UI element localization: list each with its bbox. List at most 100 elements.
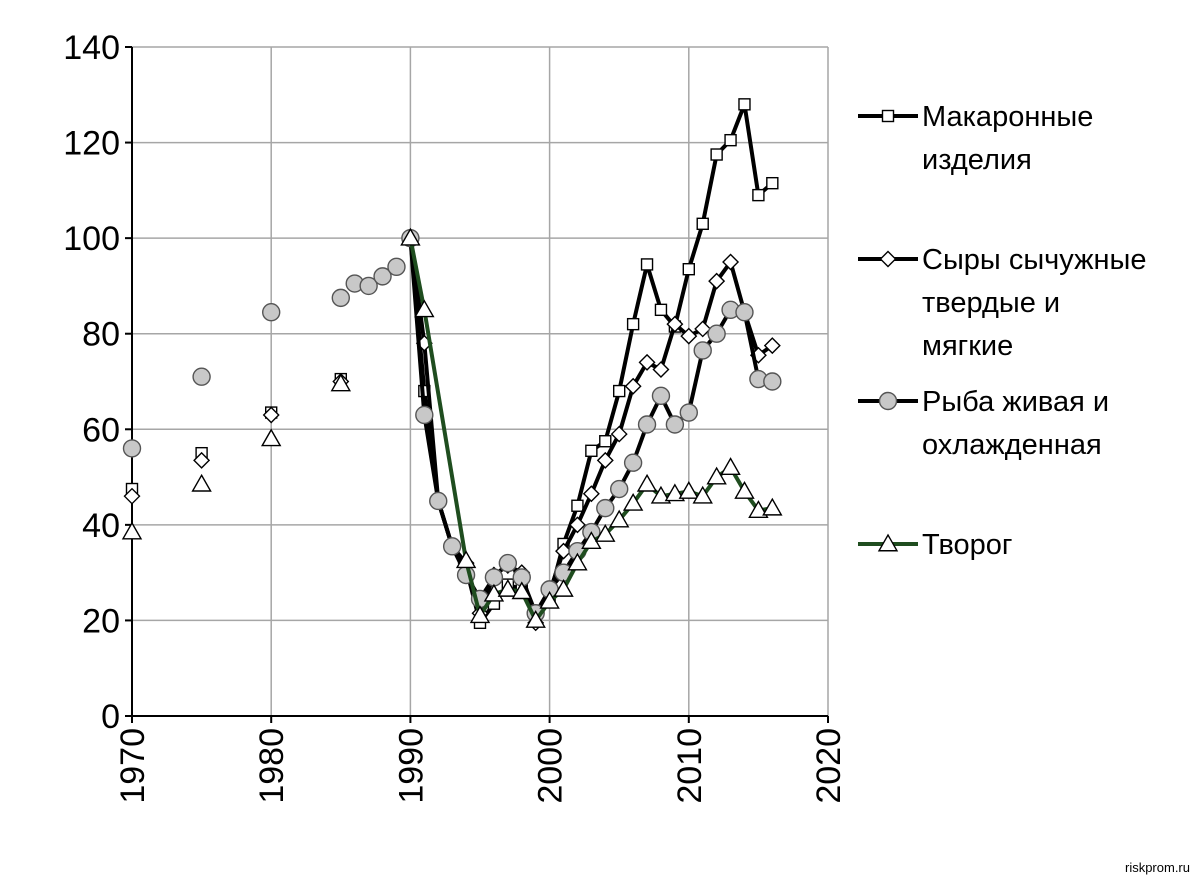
data-point-triangle [567, 552, 588, 571]
data-point-triangle [622, 492, 644, 511]
x-tick-label: 2010 [671, 728, 709, 804]
data-point-circle [442, 537, 462, 556]
data-point-circle [679, 403, 698, 422]
legend-label: твердые и [922, 287, 1060, 319]
data-point-triangle [121, 521, 143, 540]
data-point-diamond [624, 377, 642, 395]
data-point-triangle [877, 533, 899, 552]
data-point-circle [610, 479, 629, 499]
data-point-triangle [469, 605, 491, 624]
data-point-triangle [762, 497, 783, 516]
data-point-diamond [568, 516, 586, 534]
data-point-triangle [553, 578, 574, 597]
x-tick-label: 1970 [114, 728, 152, 804]
legend-item: Творог [858, 529, 1012, 561]
y-tick-label: 140 [63, 29, 120, 67]
data-point-triangle [400, 227, 421, 246]
data-point-square [585, 444, 598, 457]
legend-label: мягкие [922, 330, 1013, 362]
data-point-triangle [650, 485, 672, 504]
legend-label: охлажденная [922, 429, 1102, 461]
data-point-triangle [692, 485, 713, 504]
data-point-circle [596, 498, 615, 518]
data-point-triangle [734, 480, 755, 499]
data-point-circle [331, 288, 350, 308]
data-point-circle [484, 568, 504, 587]
data-point-diamond [582, 485, 600, 503]
legend-label: Рыба живая и [922, 386, 1109, 418]
data-point-triangle [748, 500, 769, 518]
y-tick-label: 120 [63, 125, 120, 163]
x-tick-label: 2020 [810, 728, 848, 804]
data-point-triangle [483, 583, 505, 602]
data-point-square [710, 148, 723, 161]
y-tick-label: 80 [82, 316, 120, 354]
data-point-circle [498, 553, 518, 573]
series-4 [121, 227, 783, 628]
gridlines [131, 46, 829, 717]
data-point-diamond [262, 406, 280, 424]
legend-item: Макаронные изделия [858, 101, 1093, 176]
data-point-circle [878, 391, 898, 411]
x-tick-label: 2000 [532, 728, 570, 804]
data-point-square [881, 109, 895, 123]
data-point-circle [359, 276, 378, 296]
data-point-square [640, 258, 654, 271]
data-point-triangle [581, 531, 602, 550]
y-tick-label: 20 [82, 602, 120, 640]
watermark: riskprom.ru [1124, 860, 1190, 875]
data-point-triangle [511, 581, 532, 600]
data-point-square [752, 188, 765, 202]
data-point-diamond [638, 353, 656, 371]
data-point-diamond [610, 425, 628, 443]
data-point-triangle [720, 457, 741, 475]
data-point-circle [707, 324, 726, 343]
data-point-square [626, 317, 640, 331]
data-point-diamond [555, 542, 573, 560]
x-tick-label: 1980 [253, 728, 291, 804]
data-point-square [696, 217, 709, 231]
data-point-triangle [525, 610, 546, 628]
data-point-square [682, 263, 695, 276]
legend: Макаронные изделия Сыры сычужные твердые и м… [858, 101, 1146, 561]
data-point-circle [192, 367, 211, 386]
data-point-circle [665, 415, 685, 434]
y-tick-label: 40 [82, 507, 120, 545]
data-point-diamond [652, 361, 670, 379]
data-point-diamond [680, 327, 698, 345]
data-point-square [599, 435, 612, 448]
legend-item: Сыры сычужные твердые и мягкие [858, 244, 1146, 362]
data-point-circle [651, 386, 671, 406]
data-point-triangle [414, 299, 435, 318]
data-point-triangle [191, 473, 212, 492]
legend-label: Сыры сычужные [922, 244, 1146, 276]
data-point-triangle [260, 428, 282, 447]
data-point-circle [623, 453, 643, 472]
data-point-diamond [879, 250, 897, 268]
y-tick-label: 100 [63, 220, 120, 258]
data-point-diamond [666, 315, 684, 333]
data-point-triangle [595, 524, 616, 542]
data-point-triangle [330, 373, 352, 392]
legend-label: Макаронные [922, 101, 1093, 133]
data-point-square [724, 133, 737, 147]
legend-label: изделия [922, 144, 1032, 176]
data-point-diamond [722, 253, 740, 271]
data-point-circle [735, 303, 754, 322]
data-point-circle [262, 303, 281, 322]
data-point-diamond [708, 272, 726, 290]
data-point-square [613, 384, 626, 398]
data-point-triangle [678, 480, 700, 499]
data-point-diamond [596, 451, 614, 469]
y-tick-label: 60 [82, 411, 120, 449]
data-point-triangle [636, 473, 658, 492]
data-point-square [738, 98, 751, 111]
x-tick-label: 1990 [392, 728, 430, 804]
data-point-circle [429, 491, 448, 511]
data-point-triangle [497, 578, 519, 597]
data-point-diamond [694, 320, 712, 338]
data-point-square [571, 499, 584, 512]
data-point-diamond [763, 337, 781, 355]
